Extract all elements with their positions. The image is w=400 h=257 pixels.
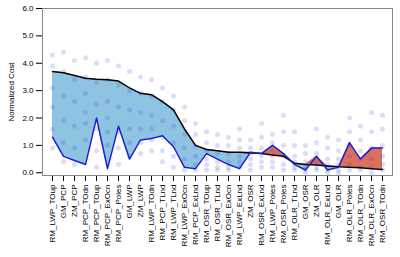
svg-text:RM_OSR_TOup: RM_OSR_TOup [202,184,211,243]
svg-text:5.0: 5.0 [22,31,34,40]
svg-text:RM_LWP_ExOcn: RM_LWP_ExOcn [180,185,189,247]
svg-text:RM_PCP_TOdn: RM_PCP_TOdn [81,185,90,243]
svg-text:RM_OSR_ExLnd: RM_OSR_ExLnd [257,185,266,246]
svg-text:RM_LWP_TLnd: RM_LWP_TLnd [169,185,178,241]
svg-text:GM_LWP: GM_LWP [125,185,134,219]
svg-text:2.0: 2.0 [22,114,34,123]
svg-text:RM_OLR_ExLnd: RM_OLR_ExLnd [323,185,332,245]
svg-text:RM_PCP_TLnd: RM_PCP_TLnd [158,185,167,241]
svg-text:RM_PCP_ExLnd: RM_PCP_ExLnd [191,185,200,245]
svg-text:0.0: 0.0 [22,168,34,177]
svg-text:RM_PCP_Poles: RM_PCP_Poles [114,185,123,243]
svg-text:RM_PCP_ExOcn: RM_PCP_ExOcn [103,185,112,247]
svg-text:RM_LWP_Poles: RM_LWP_Poles [268,185,277,243]
svg-text:6.0: 6.0 [22,4,34,13]
svg-text:GM_OSR: GM_OSR [301,184,310,219]
svg-text:RM_OLR_Poles: RM_OLR_Poles [345,185,354,243]
svg-text:GM_PCP: GM_PCP [59,185,68,219]
svg-text:RM_LWP_TOdn: RM_LWP_TOdn [147,185,156,243]
svg-text:RM_LWP_TOup: RM_LWP_TOup [48,184,57,242]
svg-text:RM_OSR_TLnd: RM_OSR_TLnd [213,185,222,242]
svg-text:RM_PCP_TOup: RM_PCP_TOup [92,184,101,242]
svg-text:1.0: 1.0 [22,141,34,150]
svg-text:Normalized Cost: Normalized Cost [7,62,16,122]
svg-text:RM_OSR_TOdn: RM_OSR_TOdn [378,185,387,244]
svg-text:RM_OSR_ExOcn: RM_OSR_ExOcn [224,185,233,248]
svg-text:RM_OLR_TOdn: RM_OLR_TOdn [356,185,365,243]
svg-text:RM_LWP_ExLnd: RM_LWP_ExLnd [235,185,244,246]
svg-text:ZM_OSR: ZM_OSR [246,184,255,218]
svg-text:ZM_PCP: ZM_PCP [70,185,79,217]
svg-text:ZM_OLR: ZM_OLR [312,184,321,217]
svg-text:RM_OLR_TLnd: RM_OLR_TLnd [290,185,299,241]
svg-text:GM_OLR: GM_OLR [334,184,343,218]
svg-text:RM_OSR_Poles: RM_OSR_Poles [279,185,288,244]
svg-text:4.0: 4.0 [22,59,34,68]
svg-text:3.0: 3.0 [22,86,34,95]
svg-text:ZM_LWP: ZM_LWP [136,185,145,218]
svg-text:RM_OLR_ExOcn: RM_OLR_ExOcn [367,185,376,247]
